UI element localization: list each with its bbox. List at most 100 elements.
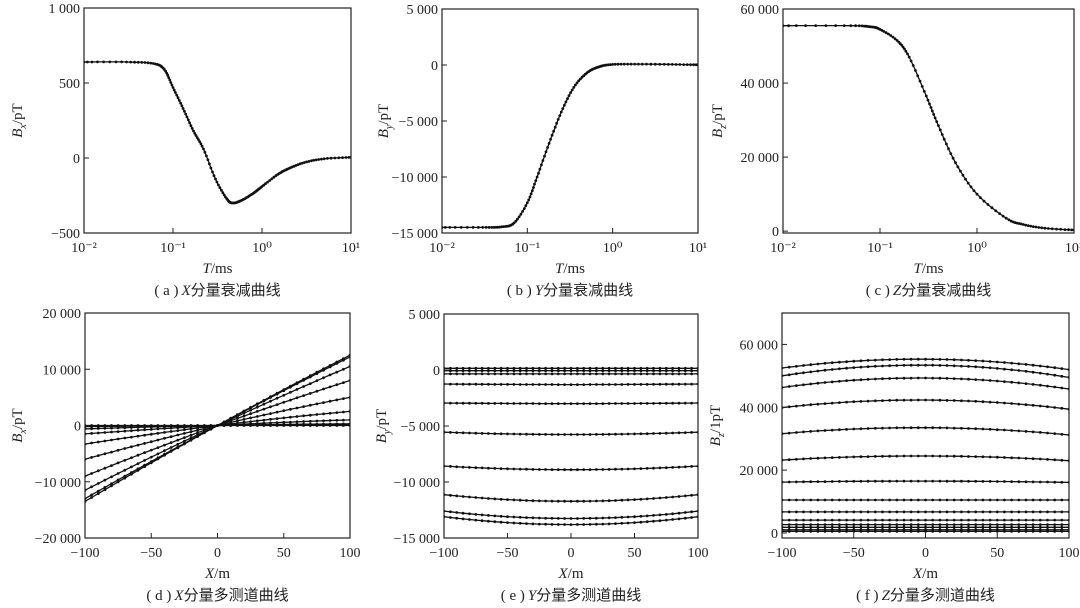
data-point (982, 199, 986, 203)
data-point (974, 378, 978, 381)
data-point (90, 485, 93, 489)
data-point (683, 431, 687, 434)
data-point (881, 523, 884, 526)
data-point (1067, 228, 1070, 232)
data-point (136, 434, 140, 438)
data-point (664, 372, 668, 376)
data-point (211, 170, 214, 174)
data-point (614, 432, 617, 436)
data-point (103, 431, 107, 434)
caption-text: 分量衰减曲线 (543, 282, 633, 299)
plot-area (85, 353, 350, 503)
x-tick-label: 50 (628, 546, 642, 561)
data-point (317, 158, 321, 161)
data-point (838, 480, 841, 483)
x-tick-label: 100 (1059, 546, 1080, 561)
data-point (1053, 523, 1057, 526)
data-point (802, 404, 805, 407)
data-point (1053, 518, 1057, 522)
data-point (670, 63, 674, 66)
data-point (995, 367, 999, 370)
data-point (960, 525, 963, 529)
data-point (531, 369, 535, 373)
data-point (951, 156, 955, 160)
data-point (787, 385, 791, 388)
data-point (563, 372, 566, 376)
data-point (809, 530, 813, 533)
data-point (830, 510, 834, 514)
data-point (275, 417, 279, 420)
data-point (838, 523, 841, 526)
data-point (795, 523, 798, 526)
data-point (626, 432, 630, 436)
data-point (518, 369, 522, 373)
data-point (881, 358, 884, 362)
data-point (916, 454, 920, 458)
data-point (149, 460, 153, 463)
data-point (830, 456, 834, 459)
data-point (480, 366, 484, 370)
data-point (1046, 523, 1049, 526)
data-point (924, 518, 927, 522)
data-point (480, 432, 484, 435)
data-point (952, 358, 956, 362)
data-point (315, 372, 319, 375)
data-point (315, 424, 319, 427)
data-point (1010, 498, 1013, 502)
data-point (221, 191, 225, 195)
x-tick-label: 10⁻² (770, 241, 796, 256)
data-point (952, 518, 956, 522)
data-point (487, 514, 490, 517)
data-point (938, 479, 942, 483)
data-point (690, 516, 693, 519)
data-point (664, 382, 668, 386)
data-point (335, 398, 339, 402)
data-point (499, 369, 503, 373)
data-point (1053, 432, 1057, 435)
data-point (852, 518, 856, 522)
data-point (690, 382, 693, 386)
data-point (169, 81, 173, 84)
data-point (1046, 458, 1049, 461)
data-point (664, 513, 668, 516)
data-point (1053, 366, 1057, 370)
data-point (499, 467, 503, 470)
x-axis-label: T/ms (913, 261, 943, 277)
data-point (506, 498, 509, 501)
data-point (995, 523, 999, 526)
data-point (639, 383, 643, 386)
data-point (1019, 222, 1023, 226)
data-point (1053, 510, 1057, 514)
data-point (531, 499, 535, 503)
data-point (484, 226, 488, 229)
data-point (525, 467, 528, 471)
data-point (576, 369, 579, 373)
y-tick-label: 5 000 (409, 308, 441, 323)
data-point (1021, 223, 1025, 226)
data-point (289, 398, 292, 402)
data-point (931, 376, 935, 380)
data-point (493, 432, 497, 436)
data-point (802, 523, 805, 526)
data-point (143, 442, 147, 445)
data-point (1046, 525, 1049, 529)
data-point (588, 523, 592, 526)
data-point (881, 479, 884, 483)
data-point (1024, 518, 1028, 522)
data-point (544, 366, 547, 370)
data-point (295, 424, 299, 427)
data-point (512, 402, 516, 405)
data-point (242, 424, 246, 427)
data-point (929, 106, 933, 109)
data-point (588, 372, 592, 376)
data-point (595, 522, 598, 526)
data-point (652, 402, 655, 405)
data-point (189, 433, 193, 437)
data-point (295, 382, 299, 386)
data-point (849, 24, 853, 28)
data-point (988, 480, 992, 483)
data-point (474, 518, 478, 522)
data-point (203, 150, 207, 154)
data-point (143, 451, 147, 454)
